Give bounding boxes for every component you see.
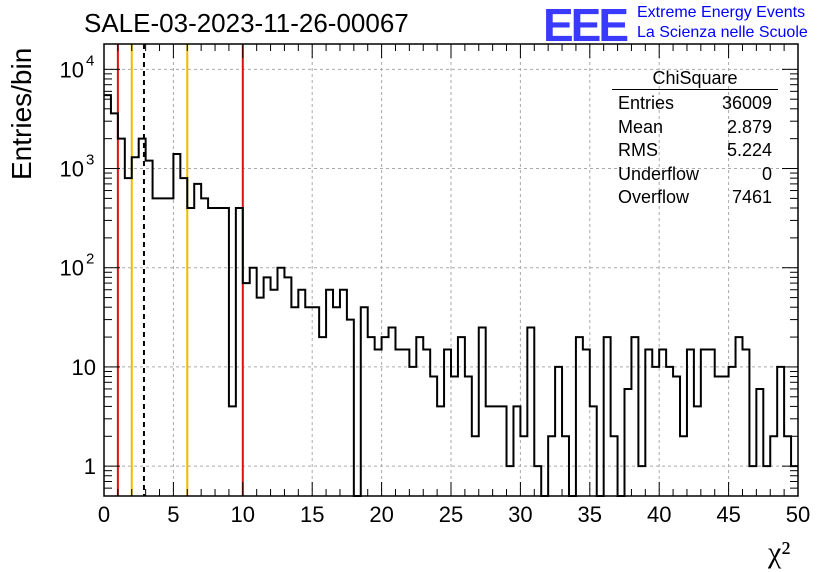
stat-label: Mean bbox=[618, 116, 664, 137]
stat-value: 2.879 bbox=[726, 116, 772, 137]
y-tick-label: 1 bbox=[84, 454, 96, 479]
y-tick-exponent: 3 bbox=[86, 152, 94, 169]
stat-row-mean: Mean 2.879 bbox=[612, 116, 778, 140]
stat-label: RMS bbox=[618, 140, 658, 160]
histogram-line bbox=[104, 94, 798, 497]
stat-label: Entries bbox=[618, 93, 675, 113]
x-tick-label: 20 bbox=[369, 502, 393, 527]
stat-row-rms: RMS 5.224 bbox=[612, 139, 778, 163]
plot-title: SALE-03-2023-11-26-00067 bbox=[84, 8, 409, 38]
x-tick-label: 45 bbox=[716, 502, 740, 527]
eee-logo-icon: EEE bbox=[543, 0, 629, 51]
stats-box: ChiSquare Entries 36009 Mean 2.879 RMS 5… bbox=[612, 68, 778, 210]
x-tick-label: 15 bbox=[300, 502, 324, 527]
y-tick-label: 10 bbox=[72, 355, 96, 380]
stat-value: 36009 bbox=[721, 93, 772, 113]
y-tick-exponent: 2 bbox=[86, 251, 94, 268]
x-tick-label: 10 bbox=[231, 502, 255, 527]
stat-row-underflow: Underflow 0 bbox=[612, 163, 778, 187]
y-tick-exponent: 4 bbox=[86, 52, 94, 69]
stat-label: Underflow bbox=[618, 163, 700, 184]
x-tick-label: 50 bbox=[786, 502, 810, 527]
x-tick-label: 5 bbox=[167, 502, 179, 527]
x-axis-label: χ² bbox=[768, 536, 791, 569]
marker-lines bbox=[116, 44, 244, 496]
x-tick-label: 35 bbox=[578, 502, 602, 527]
y-axis-label: Entries/bin bbox=[6, 47, 37, 180]
x-tick-labels: 0 5 10 15 20 25 30 35 40 45 50 bbox=[98, 502, 810, 527]
y-tick-label: 10 bbox=[60, 157, 84, 182]
stat-value: 0 bbox=[761, 163, 772, 184]
stat-value: 5.224 bbox=[726, 140, 772, 160]
x-tick-label: 40 bbox=[647, 502, 671, 527]
y-tick-label: 10 bbox=[60, 57, 84, 82]
x-tick-label: 0 bbox=[98, 502, 110, 527]
x-tick-label: 25 bbox=[439, 502, 463, 527]
stat-label: Overflow bbox=[618, 187, 690, 207]
stat-row-overflow: Overflow 7461 bbox=[612, 186, 778, 210]
y-tick-label: 10 bbox=[60, 256, 84, 281]
logo-line-2: La Scienza nelle Scuole bbox=[637, 24, 808, 41]
x-tick-label: 30 bbox=[508, 502, 532, 527]
grid bbox=[104, 44, 798, 496]
stat-value: 7461 bbox=[731, 187, 772, 207]
stats-title: ChiSquare bbox=[612, 68, 778, 90]
axis-ticks bbox=[103, 44, 799, 497]
logo-line-1: Extreme Energy Events bbox=[637, 4, 806, 21]
stat-row-entries: Entries 36009 bbox=[612, 92, 778, 116]
